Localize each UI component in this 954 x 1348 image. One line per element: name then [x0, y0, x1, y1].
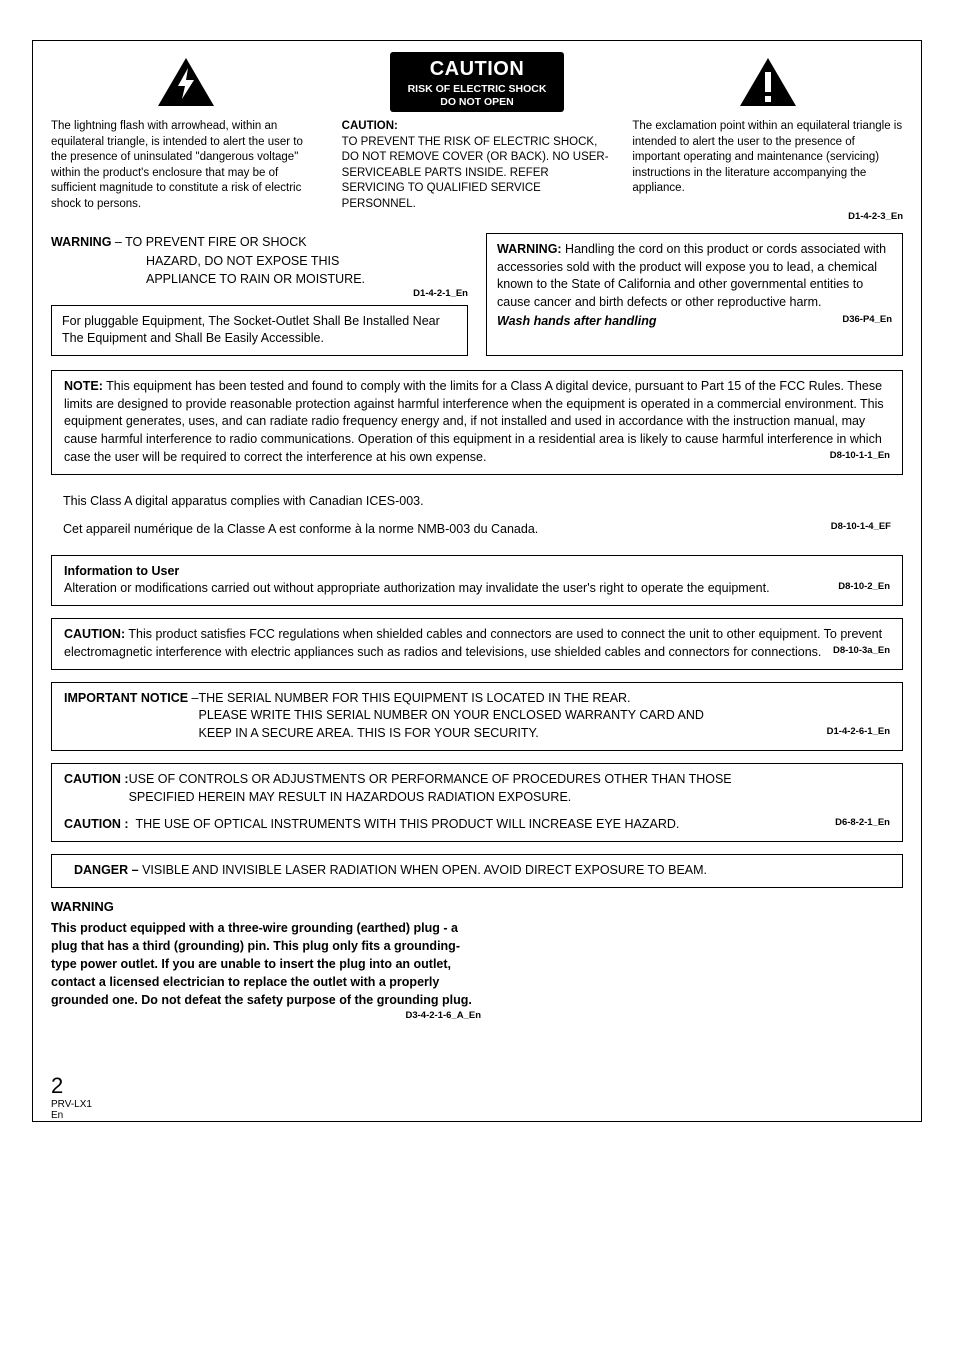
pluggable-box: For pluggable Equipment, The Socket-Outl…: [51, 305, 468, 356]
caution-body: CAUTION: TO PREVENT THE RISK OF ELECTRIC…: [342, 119, 613, 212]
warning-l1: TO PREVENT FIRE OR SHOCK: [125, 235, 307, 249]
page-footer: 2 PRV-LX1 En: [51, 1073, 903, 1121]
laser-c1-body: USE OF CONTROLS OR ADJUSTMENTS OR PERFOR…: [129, 771, 890, 807]
warning-l3: APPLIANCE TO RAIN OR MOISTURE.: [146, 272, 365, 286]
exclaim-text: The exclamation point within an equilate…: [632, 119, 903, 197]
warning-dash: –: [111, 235, 125, 249]
lead-warning-box: WARNING: Handling the cord on this produ…: [486, 233, 903, 355]
caution-label: CAUTION:: [342, 120, 398, 132]
lightning-col: The lightning flash with arrowhead, with…: [51, 53, 322, 223]
model-code: PRV-LX1: [51, 1099, 903, 1110]
info-user-text: Alteration or modifications carried out …: [64, 581, 770, 595]
main-frame: The lightning flash with arrowhead, with…: [32, 40, 922, 1122]
ref-d8-10-3a: D8-10-3a_En: [833, 644, 890, 657]
lightning-icon: [51, 53, 322, 111]
laser-c1-l2: SPECIFIED HEREIN MAY RESULT IN HAZARDOUS…: [129, 790, 572, 804]
laser-c1-label: CAUTION :: [64, 772, 129, 786]
info-user-box: Information to User Alteration or modifi…: [51, 555, 903, 607]
laser-c2-label: CAUTION :: [64, 817, 129, 831]
ref-d1-4-2-3: D1-4-2-3_En: [632, 211, 903, 224]
mid-right: WARNING: Handling the cord on this produ…: [486, 233, 903, 355]
grounding-text: This product equipped with a three-wire …: [51, 919, 481, 1010]
mid-left: WARNING – TO PREVENT FIRE OR SHOCK HAZAR…: [51, 233, 468, 355]
top-row: The lightning flash with arrowhead, with…: [51, 53, 903, 223]
grounding-title: WARNING: [51, 898, 481, 917]
exclamation-icon: [632, 53, 903, 111]
important-l3: KEEP IN A SECURE AREA. THIS IS FOR YOUR …: [199, 726, 539, 740]
laser-c1-l1: USE OF CONTROLS OR ADJUSTMENTS OR PERFOR…: [129, 772, 732, 786]
ref-d8-10-1-1: D8-10-1-1_En: [830, 449, 890, 462]
note-text: This equipment has been tested and found…: [64, 379, 884, 464]
important-l1: THE SERIAL NUMBER FOR THIS EQUIPMENT IS …: [199, 691, 631, 705]
caution-box-icon: CAUTION RISK OF ELECTRIC SHOCK DO NOT OP…: [342, 53, 613, 111]
canada-fr: Cet appareil numérique de la Classe A es…: [63, 522, 538, 536]
caution-text: TO PREVENT THE RISK OF ELECTRIC SHOCK, D…: [342, 136, 609, 210]
laser-c2-text: THE USE OF OPTICAL INSTRUMENTS WITH THIS…: [136, 817, 680, 831]
danger-label: DANGER –: [74, 863, 139, 877]
caution-title: CAUTION: [408, 56, 547, 83]
ref-d8-10-2: D8-10-2_En: [838, 580, 890, 593]
ref-d3-4-2-1-6: D3-4-2-1-6_A_En: [51, 1009, 481, 1023]
danger-text: VISIBLE AND INVISIBLE LASER RADIATION WH…: [139, 863, 707, 877]
danger-box: DANGER – VISIBLE AND INVISIBLE LASER RAD…: [51, 854, 903, 888]
note-label: NOTE:: [64, 379, 103, 393]
laser-caution-box: CAUTION : USE OF CONTROLS OR ADJUSTMENTS…: [51, 763, 903, 842]
mid-row: WARNING – TO PREVENT FIRE OR SHOCK HAZAR…: [51, 233, 903, 355]
lang-code: En: [51, 1110, 903, 1121]
pluggable-text: For pluggable Equipment, The Socket-Outl…: [62, 314, 440, 346]
canada-block: This Class A digital apparatus complies …: [51, 487, 903, 543]
warning-l2: HAZARD, DO NOT EXPOSE THIS: [146, 254, 339, 268]
important-label: IMPORTANT NOTICE: [64, 691, 188, 705]
caution-col: CAUTION RISK OF ELECTRIC SHOCK DO NOT OP…: [342, 53, 613, 223]
canada-en: This Class A digital apparatus complies …: [63, 491, 891, 511]
caution-line2: DO NOT OPEN: [408, 96, 547, 109]
important-l2: PLEASE WRITE THIS SERIAL NUMBER ON YOUR …: [199, 708, 704, 722]
grounding-block: WARNING This product equipped with a thr…: [51, 898, 481, 1023]
ref-d8-10-1-4: D8-10-1-4_EF: [831, 519, 891, 534]
fcc-note-box: NOTE: This equipment has been tested and…: [51, 370, 903, 475]
ref-d1-4-2-1: D1-4-2-1_En: [51, 288, 468, 299]
laser-c2-body: THE USE OF OPTICAL INSTRUMENTS WITH THIS…: [136, 816, 890, 834]
page-number: 2: [51, 1073, 903, 1099]
warning-label: WARNING: [51, 235, 111, 249]
caution-shield-text: This product satisfies FCC regulations w…: [64, 627, 882, 659]
caution-shield-box: CAUTION: This product satisfies FCC regu…: [51, 618, 903, 670]
caution-shield-label: CAUTION:: [64, 627, 125, 641]
important-notice-box: IMPORTANT NOTICE – THE SERIAL NUMBER FOR…: [51, 682, 903, 751]
exclaim-col: The exclamation point within an equilate…: [632, 53, 903, 223]
warning-fire: WARNING – TO PREVENT FIRE OR SHOCK HAZAR…: [51, 233, 468, 287]
important-body: THE SERIAL NUMBER FOR THIS EQUIPMENT IS …: [199, 690, 890, 743]
lightning-text: The lightning flash with arrowhead, with…: [51, 119, 322, 212]
ref-d36-p4: D36-P4_En: [842, 313, 892, 326]
ref-d6-8-2-1: D6-8-2-1_En: [835, 816, 890, 829]
wash-hands: Wash hands after handling: [497, 314, 657, 328]
caution-line1: RISK OF ELECTRIC SHOCK: [408, 83, 547, 96]
important-dash: –: [188, 691, 198, 705]
info-user-title: Information to User: [64, 564, 179, 578]
ref-d1-4-2-6-1: D1-4-2-6-1_En: [827, 725, 890, 738]
lead-label: WARNING:: [497, 242, 562, 256]
